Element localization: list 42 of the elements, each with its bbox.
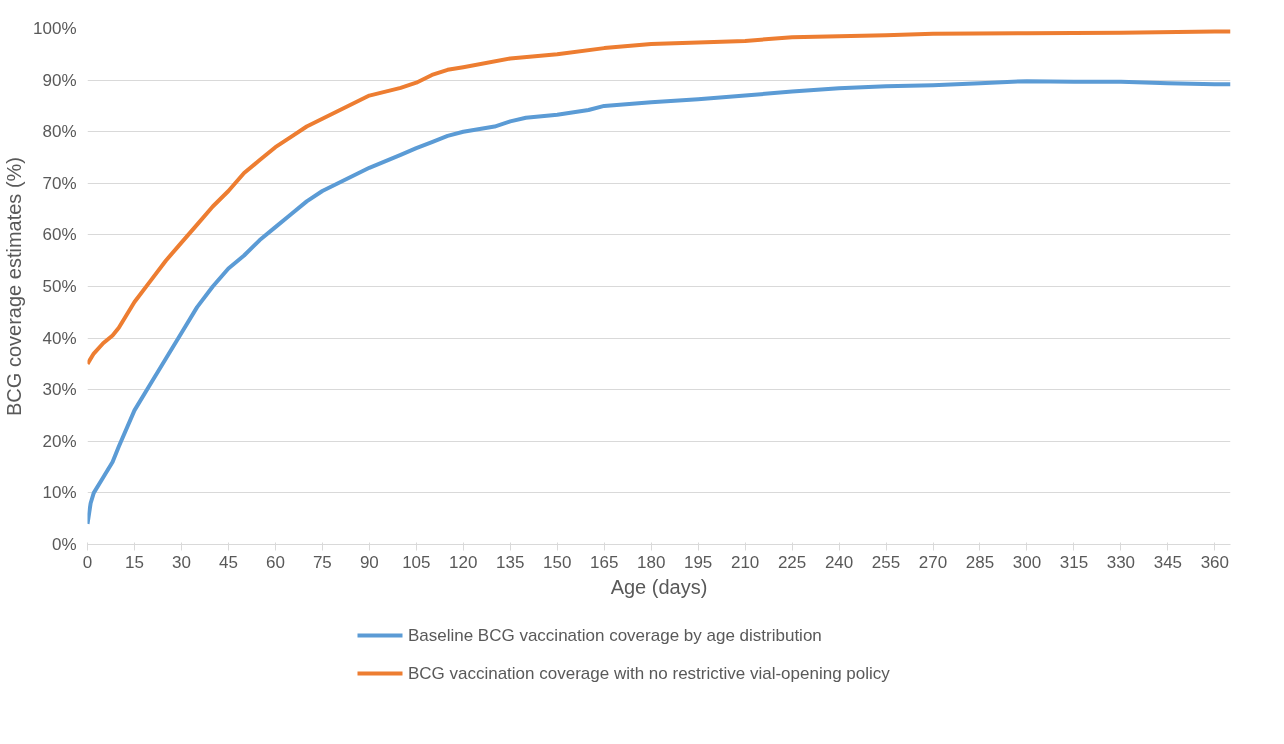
- x-tick-label: 300: [1012, 552, 1042, 572]
- x-tick-label: 210: [730, 552, 760, 572]
- y-tick-label: 100%: [33, 19, 77, 38]
- x-tick-label: 150: [543, 552, 572, 572]
- y-tick-label: 10%: [42, 483, 77, 503]
- x-tick-label: 195: [683, 552, 713, 572]
- line-series: [87, 79, 1231, 526]
- x-tick-label: 45: [218, 552, 238, 572]
- x-tick-label: 315: [1059, 552, 1089, 572]
- y-tick-label: 90%: [42, 70, 77, 90]
- x-tick-label: 225: [777, 552, 807, 572]
- x-tick-label: 15: [125, 552, 144, 572]
- x-tick-label: 90: [359, 552, 379, 572]
- y-tick-label: 50%: [42, 277, 77, 296]
- y-tick-label: 30%: [42, 380, 77, 400]
- x-tick-label: 270: [918, 552, 948, 572]
- x-tick-label: 285: [965, 552, 995, 572]
- x-tick-label: 105: [402, 552, 431, 572]
- y-tick-label: 0%: [51, 535, 77, 554]
- x-tick-label: 345: [1153, 552, 1183, 572]
- x-tick-label: 120: [449, 552, 478, 572]
- x-tick-label: 30: [171, 552, 191, 572]
- x-tick-label: 75: [312, 552, 332, 572]
- line-series: [87, 29, 1231, 366]
- x-tick-label: 360: [1200, 552, 1230, 572]
- y-tick-label: 70%: [42, 173, 77, 193]
- x-tick-label: 240: [824, 552, 854, 572]
- x-axis-title: Age (days): [610, 575, 708, 598]
- y-axis-title: BCG coverage estimates (%): [3, 157, 26, 416]
- x-tick-label: 135: [496, 552, 525, 572]
- legend-label: BCG vaccination coverage with no restrictive vial-opening policy: [407, 664, 891, 683]
- x-tick-label: 60: [265, 552, 285, 572]
- x-tick-label: 330: [1106, 552, 1136, 572]
- y-tick-label: 80%: [42, 122, 77, 142]
- legend-label: Baseline BCG vaccination coverage by age distribution: [407, 626, 822, 645]
- y-tick-label: 20%: [42, 431, 77, 451]
- y-tick-label: 40%: [42, 328, 77, 348]
- x-tick-label: 165: [590, 552, 619, 572]
- x-tick-label: 255: [871, 552, 901, 572]
- y-tick-label: 60%: [42, 225, 77, 245]
- x-tick-label: 180: [636, 552, 666, 572]
- x-tick-label: 0: [82, 552, 93, 572]
